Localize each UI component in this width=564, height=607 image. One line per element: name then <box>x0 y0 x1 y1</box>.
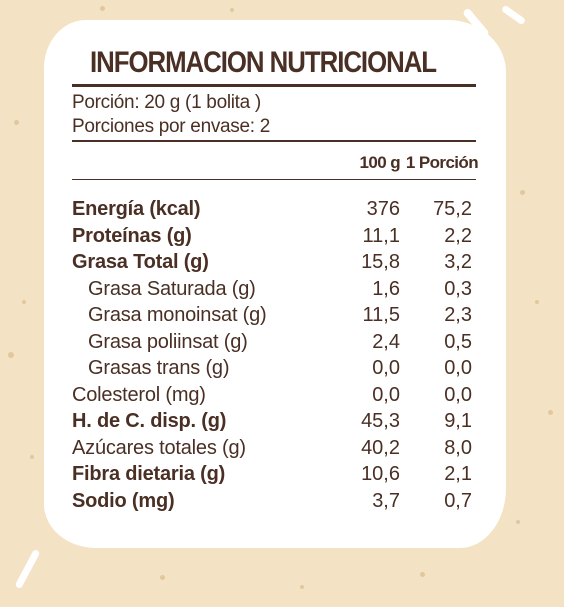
value-portion: 75,2 <box>433 198 472 220</box>
background-speck <box>8 352 14 358</box>
value-portion: 2,2 <box>444 224 472 247</box>
nutrient-row-sodium: Sodio (mg) 3,7 0,7 <box>72 490 476 517</box>
background-speck <box>30 455 34 459</box>
nutrient-row-saturated-fat: Grasa Saturada (g) 1,6 0,3 <box>72 278 476 305</box>
background-speck <box>160 575 165 580</box>
nutrient-label: Energía (kcal) <box>72 198 201 220</box>
nutrient-row-trans-fat: Grasas trans (g) 0,0 0,0 <box>72 357 476 384</box>
background-speck <box>22 300 26 304</box>
background-speck <box>230 8 234 12</box>
nutrient-row-dietary-fiber: Fibra dietaria (g) 10,6 2,1 <box>72 463 476 490</box>
servings-per-package: Porciones por envase: 2 <box>72 116 270 137</box>
value-100g: 3,7 <box>372 489 400 512</box>
value-portion: 2,1 <box>444 463 472 485</box>
nutrient-label: Grasa monoinsat (g) <box>88 304 267 326</box>
value-portion: 8,0 <box>444 436 472 459</box>
background-speck <box>520 190 525 195</box>
value-100g: 40,2 <box>361 436 400 459</box>
value-portion: 3,2 <box>444 251 472 273</box>
value-portion: 0,5 <box>444 330 472 353</box>
title-divider <box>72 84 476 87</box>
header-divider <box>72 179 476 180</box>
nutrient-label: Colesterol (mg) <box>72 383 206 406</box>
nutrient-row-monounsaturated-fat: Grasa monoinsat (g) 11,5 2,3 <box>72 304 476 331</box>
nutrient-row-polyunsaturated-fat: Grasa poliinsat (g) 2,4 0,5 <box>72 331 476 358</box>
background-speck <box>100 6 105 11</box>
nutrient-label: Grasa poliinsat (g) <box>88 330 248 353</box>
column-header-portion: 1 Porción <box>405 153 479 172</box>
value-100g: 0,0 <box>372 383 400 406</box>
nutrient-label: H. de C. disp. (g) <box>72 410 227 432</box>
value-100g: 2,4 <box>372 330 400 353</box>
value-100g: 1,6 <box>372 277 400 300</box>
value-100g: 10,6 <box>361 463 400 485</box>
column-header-100g: 100 g <box>359 153 401 172</box>
nutrient-row-total-sugars: Azúcares totales (g) 40,2 8,0 <box>72 437 476 464</box>
background-speck <box>516 520 520 524</box>
value-portion: 9,1 <box>444 410 472 432</box>
nutrient-label: Grasas trans (g) <box>88 357 230 379</box>
background-speck <box>548 410 553 415</box>
background-speck <box>420 572 425 577</box>
value-portion: 0,3 <box>444 277 472 300</box>
value-100g: 11,1 <box>362 224 400 247</box>
value-portion: 0,7 <box>444 489 472 512</box>
value-100g: 15,8 <box>361 251 400 273</box>
nutrient-label: Grasa Total (g) <box>72 251 209 273</box>
nutrient-label: Grasa Saturada (g) <box>88 277 256 300</box>
nutrient-label: Azúcares totales (g) <box>72 436 246 459</box>
nutrient-label: Proteínas (g) <box>72 224 192 247</box>
value-100g: 376 <box>366 198 400 220</box>
background-speck <box>300 585 304 589</box>
decorative-stroke <box>14 548 41 590</box>
nutrient-label: Sodio (mg) <box>72 489 175 512</box>
decorative-stroke <box>500 4 527 26</box>
nutrient-label: Fibra dietaria (g) <box>72 463 226 485</box>
value-100g: 45,3 <box>361 410 400 432</box>
value-100g: 0,0 <box>372 357 400 379</box>
nutrient-row-carbohydrates: H. de C. disp. (g) 45,3 9,1 <box>72 410 476 437</box>
value-portion: 0,0 <box>444 383 472 406</box>
nutrient-row-cholesterol: Colesterol (mg) 0,0 0,0 <box>72 384 476 411</box>
nutrient-row-protein: Proteínas (g) 11,1 2,2 <box>72 225 476 252</box>
label-title: INFORMACION NUTRICIONAL <box>90 46 437 79</box>
background-speck <box>535 300 539 304</box>
value-100g: 11,5 <box>362 304 400 326</box>
nutrition-label-card: INFORMACION NUTRICIONAL Porción: 20 g (1… <box>44 20 506 548</box>
nutrient-row-total-fat: Grasa Total (g) 15,8 3,2 <box>72 251 476 278</box>
serving-divider <box>72 140 476 142</box>
nutrient-row-energy: Energía (kcal) 376 75,2 <box>72 198 476 225</box>
value-portion: 2,3 <box>444 304 472 326</box>
value-portion: 0,0 <box>444 357 472 379</box>
serving-size: Porción: 20 g (1 bolita ) <box>72 92 261 113</box>
background-speck <box>14 120 19 125</box>
nutrient-table: Energía (kcal) 376 75,2 Proteínas (g) 11… <box>72 198 476 516</box>
